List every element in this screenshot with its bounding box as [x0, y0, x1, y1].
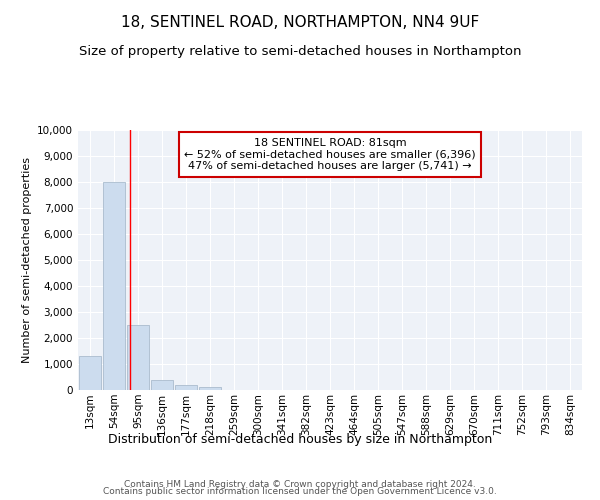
Bar: [103, 182, 125, 390]
Bar: [199, 386, 221, 390]
Text: Distribution of semi-detached houses by size in Northampton: Distribution of semi-detached houses by …: [108, 432, 492, 446]
Text: 18, SENTINEL ROAD, NORTHAMPTON, NN4 9UF: 18, SENTINEL ROAD, NORTHAMPTON, NN4 9UF: [121, 15, 479, 30]
Bar: [79, 356, 101, 390]
Bar: [175, 386, 197, 390]
Text: 18 SENTINEL ROAD: 81sqm
← 52% of semi-detached houses are smaller (6,396)
47% of: 18 SENTINEL ROAD: 81sqm ← 52% of semi-de…: [184, 138, 476, 171]
Text: Contains HM Land Registry data © Crown copyright and database right 2024.: Contains HM Land Registry data © Crown c…: [124, 480, 476, 489]
Y-axis label: Number of semi-detached properties: Number of semi-detached properties: [22, 157, 32, 363]
Text: Size of property relative to semi-detached houses in Northampton: Size of property relative to semi-detach…: [79, 45, 521, 58]
Text: Contains public sector information licensed under the Open Government Licence v3: Contains public sector information licen…: [103, 488, 497, 496]
Bar: [151, 380, 173, 390]
Bar: [127, 325, 149, 390]
